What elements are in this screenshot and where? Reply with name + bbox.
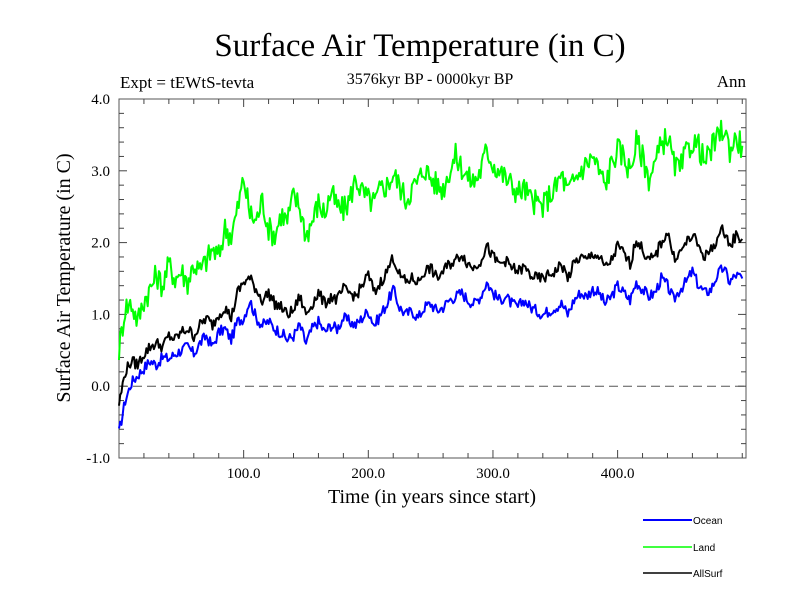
x-axis-label: Time (in years since start) [328, 486, 536, 508]
plot-frame [118, 98, 747, 459]
y-axis-label: Surface Air Temperature (in C) [53, 153, 75, 402]
series-group [118, 119, 744, 429]
y-tick-label: 4.0 [91, 92, 110, 108]
x-tick-labels: 100.0 200.0 300.0 400.0 [227, 466, 635, 482]
series-line-allsurf [118, 224, 744, 406]
x-tick-label: 200.0 [351, 466, 385, 482]
y-tick-label: 0.0 [91, 379, 110, 395]
chart-subtitle: 3576kyr BP - 0000kyr BP [347, 71, 514, 88]
legend-label-land: Land [693, 543, 715, 554]
legend-label-ocean: Ocean [693, 516, 722, 527]
series-line-ocean [118, 264, 744, 429]
axis-ticks [119, 99, 746, 458]
experiment-label: Expt = tEWtS-tevta [120, 73, 255, 92]
y-tick-label: 1.0 [91, 307, 110, 323]
legend-label-allsurf: AllSurf [693, 569, 723, 580]
y-tick-label: 3.0 [91, 164, 110, 180]
x-tick-label: 400.0 [601, 466, 635, 482]
series-line-land [118, 119, 744, 361]
x-tick-label: 100.0 [227, 466, 261, 482]
chart-title: Surface Air Temperature (in C) [214, 28, 625, 64]
y-tick-label: 2.0 [91, 236, 110, 252]
legend: Ocean Land AllSurf [643, 516, 723, 580]
season-label: Ann [717, 72, 747, 91]
plot-area [118, 98, 747, 459]
x-tick-label: 300.0 [476, 466, 510, 482]
y-tick-label: -1.0 [86, 451, 110, 467]
y-tick-labels: -1.0 0.0 1.0 2.0 3.0 4.0 [86, 92, 110, 467]
